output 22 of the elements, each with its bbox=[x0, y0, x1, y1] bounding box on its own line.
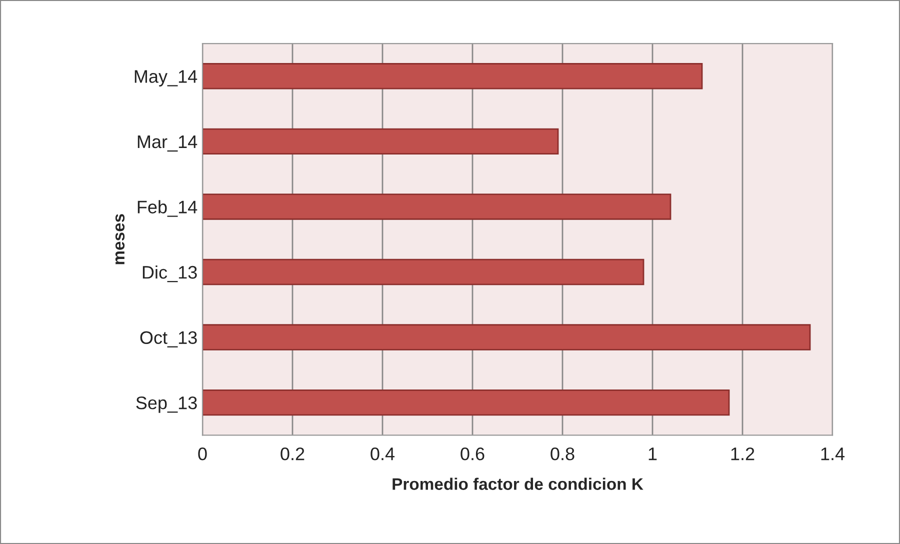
x-tick-label: 1.2 bbox=[731, 447, 754, 460]
x-tick-label: 0.4 bbox=[370, 447, 395, 460]
bar bbox=[202, 128, 559, 155]
bar bbox=[202, 194, 672, 220]
x-tick-label: 0 bbox=[198, 447, 207, 460]
bar bbox=[202, 63, 703, 90]
bar bbox=[202, 258, 644, 286]
y-tick-label: Oct_13 bbox=[140, 331, 197, 348]
y-tick-label: May_14 bbox=[134, 70, 198, 86]
y-tick-label: Mar_14 bbox=[138, 136, 198, 152]
x-tick-label: 0.2 bbox=[280, 447, 304, 460]
bar bbox=[202, 324, 811, 350]
x-tick-label: 0.6 bbox=[460, 447, 484, 460]
bar bbox=[202, 389, 730, 416]
y-tick-label: Dic_13 bbox=[142, 265, 197, 282]
x-axis-title: Promedio factor de condicion K bbox=[392, 478, 644, 490]
x-tick-label: 1 bbox=[648, 448, 657, 460]
y-axis-title: meses bbox=[115, 214, 125, 264]
x-tick-label: 1.4 bbox=[821, 448, 845, 460]
x-tick-label: 0.8 bbox=[550, 447, 574, 460]
y-tick-label: Feb_14 bbox=[138, 200, 198, 217]
y-tick-label: Sep_13 bbox=[136, 396, 197, 413]
